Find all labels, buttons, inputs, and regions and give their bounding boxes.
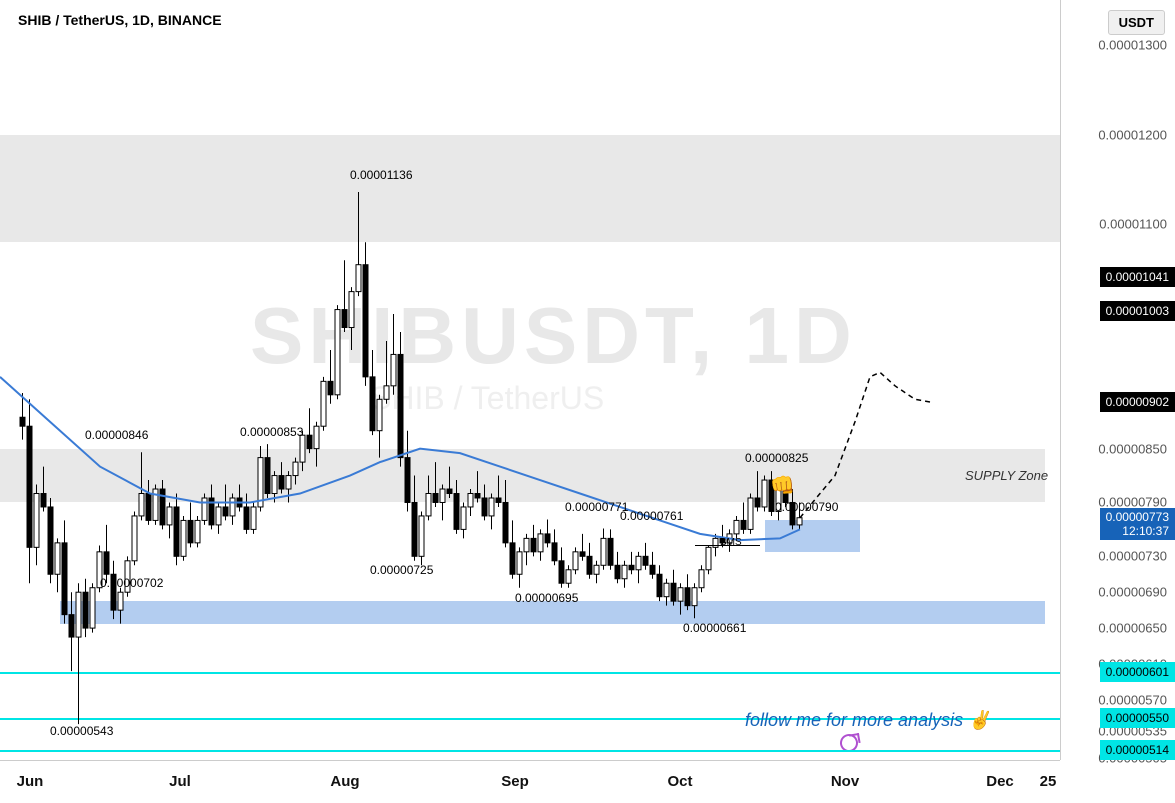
price-tick: 0.00001300 xyxy=(1098,37,1167,52)
time-label: Dec xyxy=(986,773,1014,790)
price-annotation: 0.00000725 xyxy=(370,563,433,577)
price-axis[interactable]: USDT 0.00001300 0.00001200 0.00001100 0.000… xyxy=(1060,0,1175,760)
price-tick: 0.00000730 xyxy=(1098,549,1167,564)
price-marker: 0.00000550 xyxy=(1100,708,1175,728)
price-annotation: 0.00000790 xyxy=(775,500,838,514)
chart-title: SHIB / TetherUS, 1D, BINANCE xyxy=(18,12,222,28)
time-label: 25 xyxy=(1040,773,1057,790)
price-annotation: 0.00000846 xyxy=(85,428,148,442)
price-tick: 0.00000850 xyxy=(1098,441,1167,456)
time-label: Aug xyxy=(330,773,359,790)
base-currency-label: USDT xyxy=(1108,10,1165,35)
price-tick: 0.00000690 xyxy=(1098,585,1167,600)
price-annotation: 0.00000702 xyxy=(100,576,163,590)
price-marker: 0.00000601 xyxy=(1100,662,1175,682)
price-annotation: 0.00000853 xyxy=(240,425,303,439)
price-tick: 0.00001100 xyxy=(1099,217,1167,232)
price-annotation: 0.00000771 xyxy=(565,500,628,514)
time-label: Nov xyxy=(831,773,859,790)
price-annotation: 0.00001136 xyxy=(350,168,413,182)
price-annotation: 0.00000825 xyxy=(745,451,808,465)
price-tick: 0.00000650 xyxy=(1098,621,1167,636)
price-marker: 0.00001041 xyxy=(1100,267,1175,287)
current-price-label: 0.0000077312:10:37 xyxy=(1100,508,1175,540)
time-label: Oct xyxy=(667,773,692,790)
time-label: Sep xyxy=(501,773,529,790)
price-annotation: 0.00000695 xyxy=(515,591,578,605)
supply-zone-label: SUPPLY Zone xyxy=(965,468,1048,483)
time-label: Jul xyxy=(169,773,191,790)
fist-icon: 👊 xyxy=(770,473,795,498)
time-axis[interactable]: Jun Jul Aug Sep Oct Nov Dec 25 xyxy=(0,760,1060,803)
chart-area[interactable]: SHIBUSDT, 1D SHIB / TetherUS SUPPLY Zone… xyxy=(0,0,1060,760)
follow-text: follow me for more analysis ✌ xyxy=(745,710,991,731)
price-tick: 0.00000570 xyxy=(1098,692,1167,707)
time-label: Jun xyxy=(17,773,44,790)
bms-label: BMS xyxy=(720,537,742,548)
price-annotation: 0.00000543 xyxy=(50,724,113,738)
price-marker: 0.00000902 xyxy=(1100,392,1175,412)
price-marker: 0.00001003 xyxy=(1100,301,1175,321)
price-annotation: 0.00000661 xyxy=(683,621,746,635)
price-annotation: 0.00000761 xyxy=(620,509,683,523)
price-marker: 0.00000514 xyxy=(1100,740,1175,760)
price-tick: 0.00001200 xyxy=(1098,127,1167,142)
